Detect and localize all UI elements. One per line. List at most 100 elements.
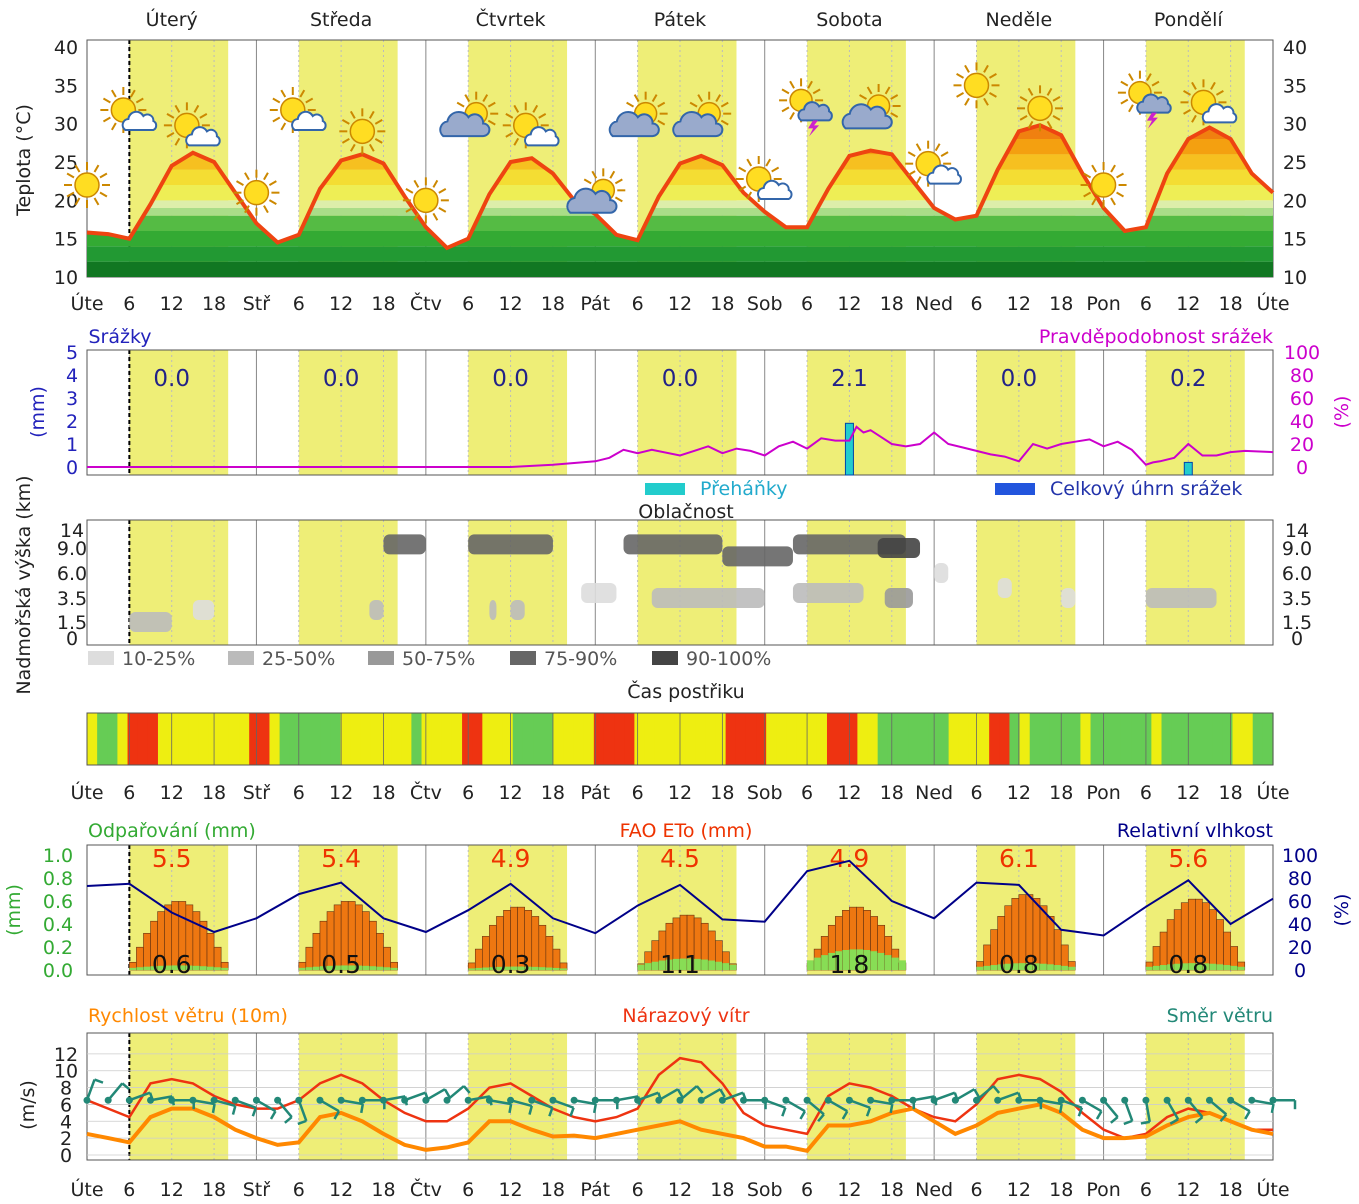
barb-staff xyxy=(1230,1099,1251,1113)
y-tick-right: 40 xyxy=(1290,411,1314,433)
spray-title: Čas postřiku xyxy=(627,679,744,703)
barb-feather xyxy=(719,1088,726,1098)
barb-feather xyxy=(528,1105,534,1115)
spray-slot xyxy=(289,713,301,765)
day-band xyxy=(298,350,398,475)
evap-bar xyxy=(552,967,560,970)
barb-feather xyxy=(211,1103,216,1114)
x-tick-label: 6 xyxy=(123,782,135,804)
barb-staff xyxy=(383,1095,406,1102)
y-tick-left: 5 xyxy=(66,342,78,364)
spray-slot xyxy=(806,713,818,765)
cloud-icon xyxy=(841,103,893,130)
spray-slot xyxy=(1262,713,1274,765)
y-tick-left: 20 xyxy=(54,190,78,212)
day-name: Neděle xyxy=(986,9,1053,31)
cloud-cell xyxy=(468,534,553,555)
x-tick-label: 6 xyxy=(123,1179,135,1201)
evaporation-panel: Odpařování (mm) FAO ETo (mm) Relativní vlh… xyxy=(3,820,1353,982)
evap-bar xyxy=(1061,965,1069,970)
barb-feather xyxy=(548,1107,554,1117)
y-tick-left: 4 xyxy=(60,1111,72,1133)
sun-ray xyxy=(374,137,383,144)
sun-ray xyxy=(1128,104,1134,113)
y-tick-right: 0 xyxy=(1294,960,1306,982)
barb-dot xyxy=(104,1096,112,1104)
spray-slot xyxy=(279,713,291,765)
temperature-panel: Úterý Středa Čtvrtek Pátek Sobota Neděle Pondě… xyxy=(13,7,1307,315)
x-tick-label: 12 xyxy=(837,782,861,804)
evap-bar xyxy=(1223,965,1231,970)
evap-bar xyxy=(821,955,829,970)
eto-daily-total: 5.5 xyxy=(152,844,192,873)
precipitation-panel: Srážky Pravděpodobnost srážek012345020406… xyxy=(27,326,1353,500)
barb-dot xyxy=(761,1096,769,1104)
y-tick-left: 40 xyxy=(54,37,78,59)
day-band xyxy=(298,520,398,645)
evap-bar xyxy=(559,968,568,970)
small-cloud-icon xyxy=(185,126,221,147)
cloud-cell xyxy=(489,600,497,620)
evap-bar xyxy=(694,958,702,970)
sun-ray xyxy=(866,86,873,95)
sun-ray xyxy=(715,94,722,103)
evap-bar xyxy=(482,967,490,970)
evap-bar xyxy=(327,965,335,970)
sun-ray xyxy=(884,86,891,95)
x-tick-label: 18 xyxy=(371,782,395,804)
spray-frame xyxy=(86,712,1274,766)
day-name: Středa xyxy=(310,9,372,31)
sun-disc xyxy=(1090,172,1117,198)
barb-dot xyxy=(401,1096,409,1104)
evap-bar xyxy=(1040,963,1048,970)
x-tick-label: 18 xyxy=(202,782,226,804)
y-tick-right: 20 xyxy=(1288,937,1312,959)
eto-bar xyxy=(474,948,483,971)
spray-slot xyxy=(320,713,331,765)
spray-slot xyxy=(411,713,423,765)
y-axis-label: (mm) xyxy=(27,386,49,438)
small-cloud-icon xyxy=(926,164,962,185)
spray-slot xyxy=(887,713,899,765)
sun-ray xyxy=(272,116,281,123)
x-tick-label: Sob xyxy=(747,293,783,315)
eto-bar xyxy=(312,932,321,971)
y-tick-right: 3.5 xyxy=(1282,588,1312,610)
sun-ray xyxy=(890,94,899,100)
spray-slot xyxy=(178,713,189,765)
spray-slot xyxy=(370,713,382,765)
sun-ray xyxy=(1083,172,1092,179)
y-axis-label: Teplota (°C) xyxy=(13,104,35,217)
sun-ray xyxy=(236,180,244,187)
x-tick-label: 6 xyxy=(801,293,813,315)
evap-bar xyxy=(369,966,377,970)
evap-daily-total: 1.1 xyxy=(660,950,700,979)
barb-feather xyxy=(360,1103,365,1114)
eto-bar xyxy=(1223,931,1231,971)
barb-dot xyxy=(274,1096,282,1104)
spray-slot xyxy=(198,713,210,765)
x-tick-label: 12 xyxy=(1176,782,1200,804)
spray-slot xyxy=(745,713,757,765)
sun-ray xyxy=(1027,120,1034,129)
y-tick-left: 2 xyxy=(66,411,78,433)
barb-staff xyxy=(489,1098,512,1106)
spray-slot xyxy=(766,713,777,765)
cloud-legend-swatch xyxy=(510,651,536,665)
evap-bar xyxy=(849,949,857,970)
x-tick-label: 12 xyxy=(160,293,184,315)
temp-color-band xyxy=(87,215,1273,231)
sun-ray xyxy=(1120,98,1129,105)
x-tick-label: 12 xyxy=(160,1179,184,1201)
barb-staff xyxy=(679,1085,698,1102)
y-tick-left: 10 xyxy=(54,1061,78,1083)
y-tick-left: 30 xyxy=(54,114,78,136)
spray-slot xyxy=(918,713,929,765)
spray-slot xyxy=(1060,713,1071,765)
barb-dot xyxy=(337,1096,345,1104)
cloud-outline xyxy=(757,179,793,200)
spray-slot xyxy=(816,713,828,765)
wind-barb-icon xyxy=(1205,1096,1228,1123)
barb-staff xyxy=(1039,1098,1062,1106)
sun-icon xyxy=(64,162,110,208)
